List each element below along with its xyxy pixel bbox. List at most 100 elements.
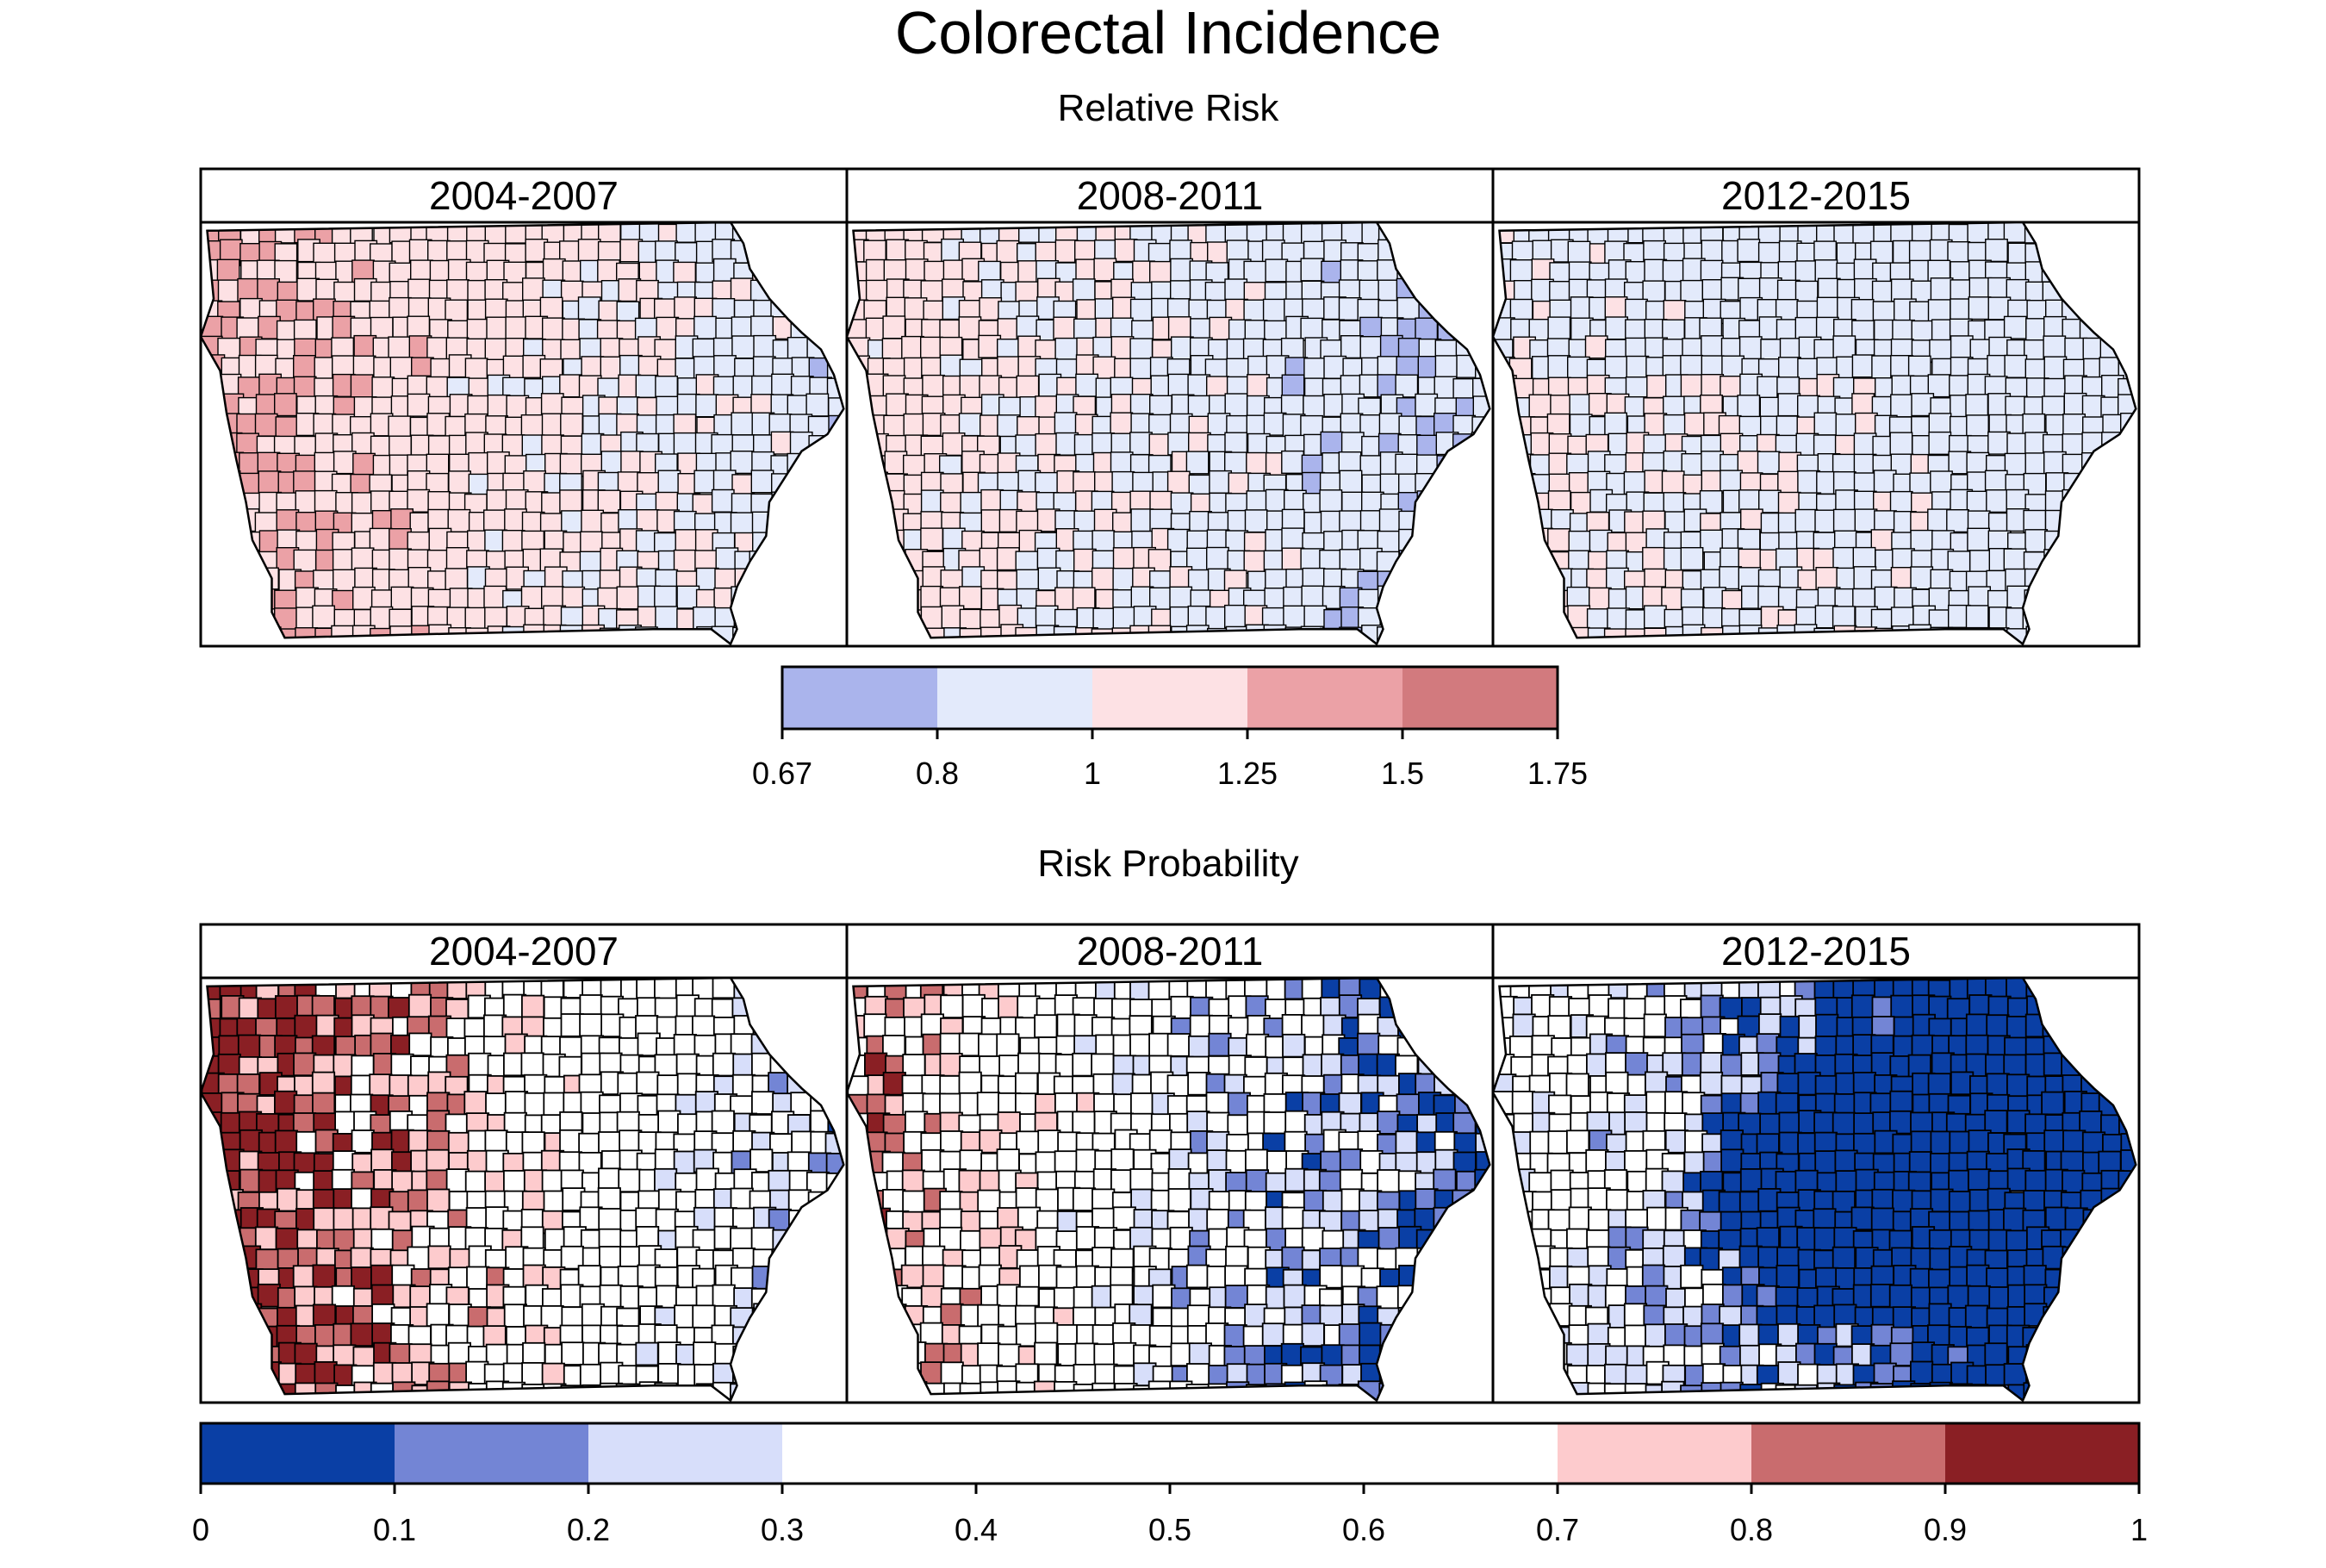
zone-cell: [1701, 335, 1724, 359]
zone-cell: [1625, 376, 1649, 401]
zone-cell: [580, 531, 603, 555]
zone-cell: [1910, 1130, 1934, 1155]
zone-cell: [1777, 470, 1800, 495]
zone-cell: [1111, 470, 1135, 495]
zone-cell: [1835, 1170, 1859, 1194]
zone-cell: [540, 393, 564, 417]
zone-cell: [1702, 1283, 1726, 1308]
zone-cell: [1681, 453, 1705, 477]
zone-cell: [1757, 585, 1782, 609]
zone-cell: [407, 393, 431, 417]
zone-cell: [520, 1052, 544, 1077]
zone-cell: [292, 1265, 317, 1290]
zone-cell: [655, 606, 679, 630]
zone-cell: [1037, 1129, 1061, 1154]
zone-cell: [1680, 1264, 1704, 1289]
zone-cell: [1737, 239, 1761, 263]
zone-cell: [427, 240, 451, 264]
zone-cell: [501, 530, 526, 554]
zone-cell: [730, 512, 754, 536]
zone-cell: [1434, 355, 1458, 379]
zone-cell: [1570, 491, 1594, 515]
zone-cell: [314, 489, 338, 513]
zone-cell: [1378, 413, 1402, 437]
legend-swatch: [588, 1423, 782, 1484]
zone-cell: [237, 1034, 262, 1059]
zone-cell: [753, 334, 777, 359]
zone-cell: [1871, 355, 1894, 379]
zone-cell: [1303, 395, 1327, 419]
zone-cell: [902, 1054, 926, 1078]
zone-cell: [920, 1285, 944, 1310]
legend-swatch: [1092, 667, 1247, 729]
zone-cell: [1223, 604, 1247, 628]
zone-cell: [1262, 298, 1286, 322]
zone-cell: [1224, 278, 1248, 302]
zone-cell: [275, 1227, 299, 1252]
legend-tick-label: 1: [2130, 1512, 2148, 1547]
zone-cell: [1834, 1149, 1858, 1174]
zone-cell: [1395, 453, 1419, 477]
zone-cell: [673, 549, 697, 573]
zone-cell: [1874, 586, 1898, 610]
legend-tick-label: 1.5: [1381, 756, 1424, 791]
zone-cell: [1984, 470, 2008, 494]
zone-cell: [1986, 1073, 2010, 1098]
zone-cell: [2024, 529, 2049, 553]
zone-cell: [791, 1130, 815, 1155]
zone-cell: [1245, 1148, 1269, 1173]
zone-cell: [311, 1092, 336, 1117]
zone-cell: [1320, 431, 1344, 455]
zone-cell: [1623, 471, 1647, 495]
zone-cell: [1166, 470, 1191, 495]
zone-cell: [1224, 393, 1248, 417]
zone-cell: [1247, 374, 1270, 398]
zone-cell: [749, 1148, 774, 1173]
zone-cell: [2062, 1129, 2087, 1154]
zone-cell: [1242, 1325, 1266, 1350]
zone-cell: [1338, 1323, 1362, 1347]
zone-cell: [1889, 1090, 1913, 1115]
zone-cell: [2024, 1169, 2049, 1194]
zone-cell: [505, 316, 529, 340]
zone-cell: [1565, 1343, 1589, 1368]
zone-cell: [1569, 394, 1593, 418]
zone-cell: [1739, 1168, 1764, 1192]
zone-cell: [370, 1148, 395, 1173]
zone-cell: [919, 336, 943, 360]
zone-cell: [1283, 605, 1307, 629]
zone-cell: [1587, 1322, 1611, 1347]
zone-cell: [1246, 451, 1269, 476]
zone-cell: [369, 1073, 393, 1098]
zone-cell: [655, 1208, 679, 1233]
zone-cell: [940, 1361, 964, 1386]
zone-cell: [1055, 1266, 1079, 1291]
zone-cell: [1683, 412, 1707, 436]
zone-cell: [1797, 358, 1820, 382]
zone-cell: [1965, 1013, 1990, 1038]
zone-cell: [1166, 1033, 1191, 1057]
zone-cell: [521, 434, 545, 458]
zone-cell: [352, 586, 376, 610]
zone-cell: [1016, 315, 1040, 339]
zone-cell: [1300, 258, 1324, 282]
zone-cell: [505, 489, 529, 513]
zone-cell: [1873, 470, 1897, 494]
zone-cell: [581, 509, 605, 533]
zone-cell: [351, 547, 375, 571]
zone-cell: [1319, 489, 1343, 513]
zone-cell: [1927, 299, 1951, 323]
zone-cell: [616, 586, 640, 610]
zone-cell: [1851, 393, 1875, 417]
zone-cell: [1832, 606, 1856, 630]
zone-cell: [1512, 1013, 1536, 1038]
zone-cell: [1624, 1324, 1648, 1349]
zone-cell: [1605, 1071, 1629, 1096]
zone-cell: [730, 1227, 754, 1252]
zone-cell: [541, 1362, 565, 1387]
zone-cell: [1035, 432, 1059, 457]
zone-cell: [712, 1052, 737, 1077]
map-panel-2004-2007: 2004-2007: [199, 923, 849, 1404]
zone-cell: [1720, 470, 1744, 494]
zone-cell: [1281, 1206, 1305, 1231]
